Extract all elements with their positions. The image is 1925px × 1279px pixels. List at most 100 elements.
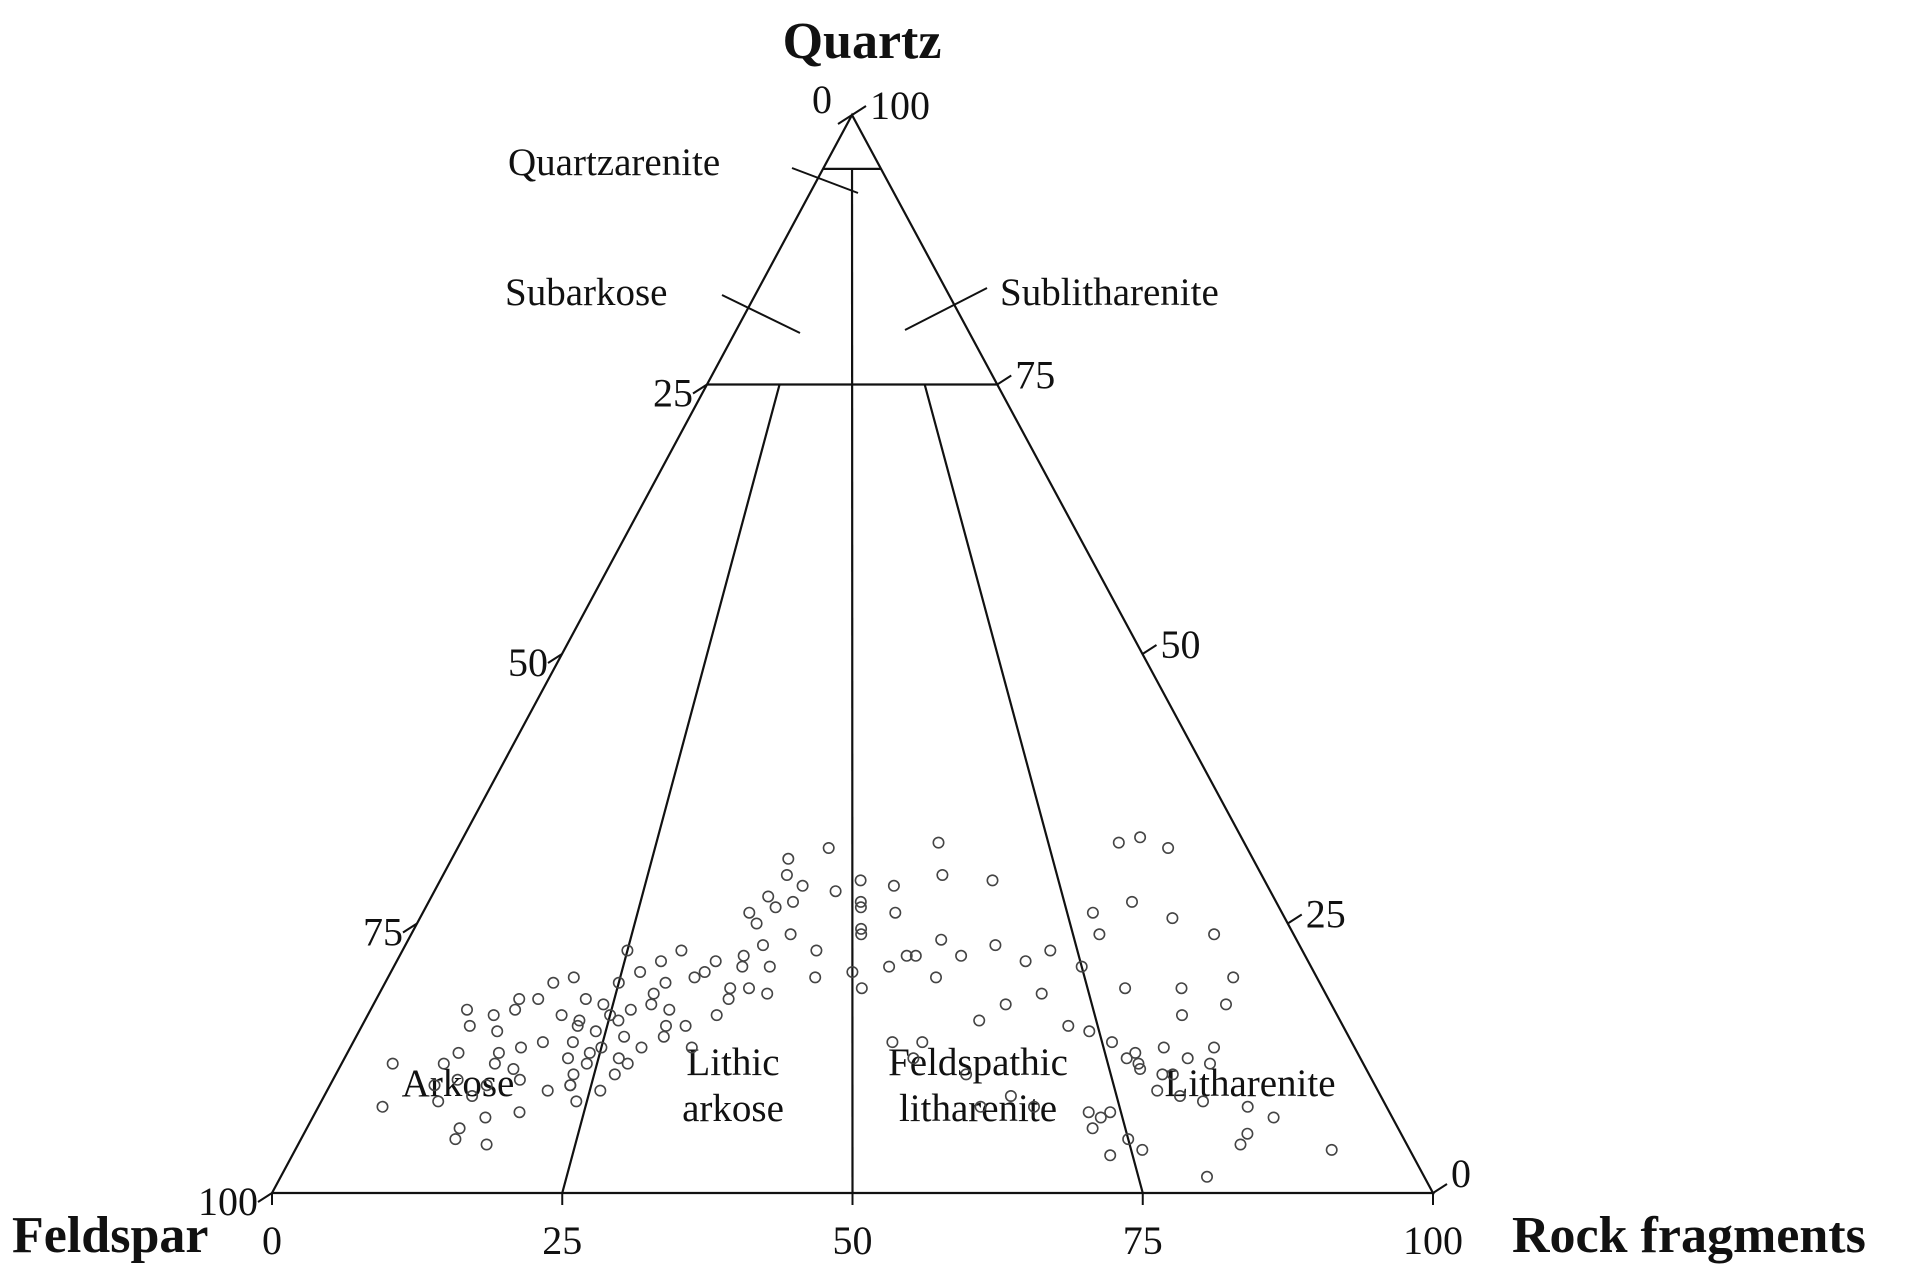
data-point: [929, 971, 942, 984]
data-point: [386, 1057, 399, 1070]
data-point: [1197, 1095, 1210, 1108]
data-point: [1241, 1127, 1254, 1140]
tick-label-left-0: 0: [812, 77, 832, 122]
data-point: [1134, 1063, 1147, 1076]
data-point: [1325, 1143, 1338, 1156]
tick-label-base-4: 100: [1403, 1218, 1463, 1263]
data-point: [1134, 831, 1147, 844]
tick-label-right-4: 0: [1451, 1151, 1471, 1196]
data-point: [507, 1063, 520, 1076]
data-point: [688, 971, 701, 984]
data-point: [1004, 1090, 1017, 1103]
field-label-line: arkose: [682, 1087, 784, 1130]
tick-label-right-3: 25: [1306, 892, 1346, 937]
data-point: [449, 1133, 462, 1146]
data-point: [886, 1036, 899, 1049]
data-point: [1204, 1057, 1217, 1070]
data-point: [657, 1030, 670, 1043]
tick-label-base-0: 0: [262, 1218, 282, 1263]
field-label-line: litharenite: [899, 1087, 1057, 1130]
data-point: [437, 1057, 450, 1070]
data-point: [1035, 987, 1048, 1000]
data-point: [555, 1009, 568, 1022]
tick-right-2: [1141, 644, 1158, 655]
data-point: [513, 992, 526, 1005]
data-point: [635, 1041, 648, 1054]
tick-label-right-1: 75: [1015, 353, 1055, 398]
boundary-split-75: [923, 384, 1144, 1194]
data-point: [796, 879, 809, 892]
data-point: [710, 1009, 723, 1022]
data-point: [624, 1003, 637, 1016]
data-point: [763, 960, 776, 973]
apex-label-feldspar: Feldspar: [12, 1207, 208, 1264]
tick-left-0: [837, 114, 853, 125]
data-point: [999, 998, 1012, 1011]
data-point: [487, 1009, 500, 1022]
data-point: [1082, 1106, 1095, 1119]
data-point: [932, 836, 945, 849]
data-point: [547, 976, 560, 989]
tick-label-right-2: 50: [1161, 622, 1201, 667]
data-point: [570, 1095, 583, 1108]
data-point: [1157, 1041, 1170, 1054]
tick-right-3: [1287, 913, 1303, 925]
data-point: [567, 1068, 580, 1081]
data-point: [780, 868, 793, 881]
data-point: [1220, 998, 1233, 1011]
axis-ticks: [257, 105, 1448, 1205]
data-point: [854, 901, 867, 914]
data-point: [561, 1052, 574, 1065]
data-point: [782, 852, 795, 865]
data-point: [480, 1079, 493, 1092]
data-point: [594, 1084, 607, 1097]
tick-left-3: [402, 922, 418, 934]
data-point: [1104, 1149, 1117, 1162]
data-point: [428, 1079, 441, 1092]
data-point: [618, 1030, 631, 1043]
data-point: [595, 1041, 608, 1054]
data-point: [916, 1036, 929, 1049]
data-point: [466, 1090, 479, 1103]
tick-label-base-2: 50: [833, 1218, 873, 1263]
data-point: [1136, 1143, 1149, 1156]
data-point: [1208, 928, 1221, 941]
data-point: [989, 939, 1002, 952]
field-label-line: Lithic: [686, 1041, 779, 1084]
data-point: [855, 982, 868, 995]
data-point: [589, 1025, 602, 1038]
data-point: [463, 1019, 476, 1032]
data-point: [564, 1079, 577, 1092]
data-point: [679, 1019, 692, 1032]
apex-label-quartz: Quartz: [783, 13, 942, 70]
data-point: [647, 987, 660, 1000]
data-point: [750, 917, 763, 930]
data-point: [1126, 895, 1139, 908]
data-point: [1094, 1111, 1107, 1124]
data-point: [1086, 1122, 1099, 1135]
data-point: [480, 1138, 493, 1151]
data-point: [709, 955, 722, 968]
data-point: [1129, 1046, 1142, 1059]
tick-label-left-1: 25: [653, 371, 693, 416]
data-point: [612, 1052, 625, 1065]
data-point: [659, 1019, 672, 1032]
field-label-sublitharenite: Sublitharenite: [1000, 271, 1219, 314]
data-point: [900, 949, 913, 962]
data-point: [513, 1106, 526, 1119]
tick-left-2: [547, 653, 563, 664]
data-point: [621, 1057, 634, 1070]
data-point: [742, 982, 755, 995]
data-point: [973, 1014, 986, 1027]
data-point: [663, 1003, 676, 1016]
leader-line-sublitharenite: [904, 287, 988, 331]
tick-labels: 0 25 50 75 100 100 75 50 25 0 0 25 50 75 100: [198, 77, 1471, 1263]
data-point: [1162, 841, 1175, 854]
field-label-subarkose: Subarkose: [505, 271, 667, 314]
field-label-line: Feldspathic: [888, 1041, 1068, 1084]
data-point: [829, 885, 842, 898]
data-point: [604, 1009, 617, 1022]
data-point: [907, 1052, 920, 1065]
